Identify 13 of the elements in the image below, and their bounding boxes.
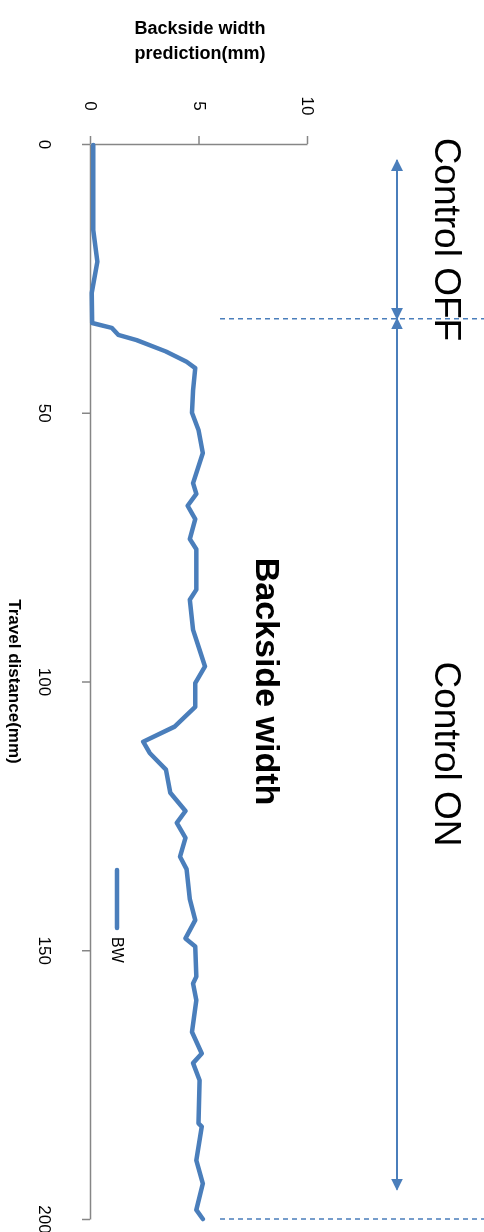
x-axis-title: Backside width prediction(mm) [134,18,266,63]
y-axis-title: Travel distance(mm) [4,599,24,764]
x-tick-label: 10 [298,96,317,116]
x-tick-label: 0 [81,101,100,111]
text: Control ON [426,661,468,847]
text: Control OFF [426,137,468,342]
x-tick-label: 5 [189,101,209,111]
text: BW [108,937,126,964]
text: Backside width [249,557,287,806]
y-tick-label: 100 [34,667,54,697]
y-tick-label: 150 [34,936,54,965]
y-tick-label: 0 [34,139,54,150]
y-tick-label: 50 [34,403,54,423]
